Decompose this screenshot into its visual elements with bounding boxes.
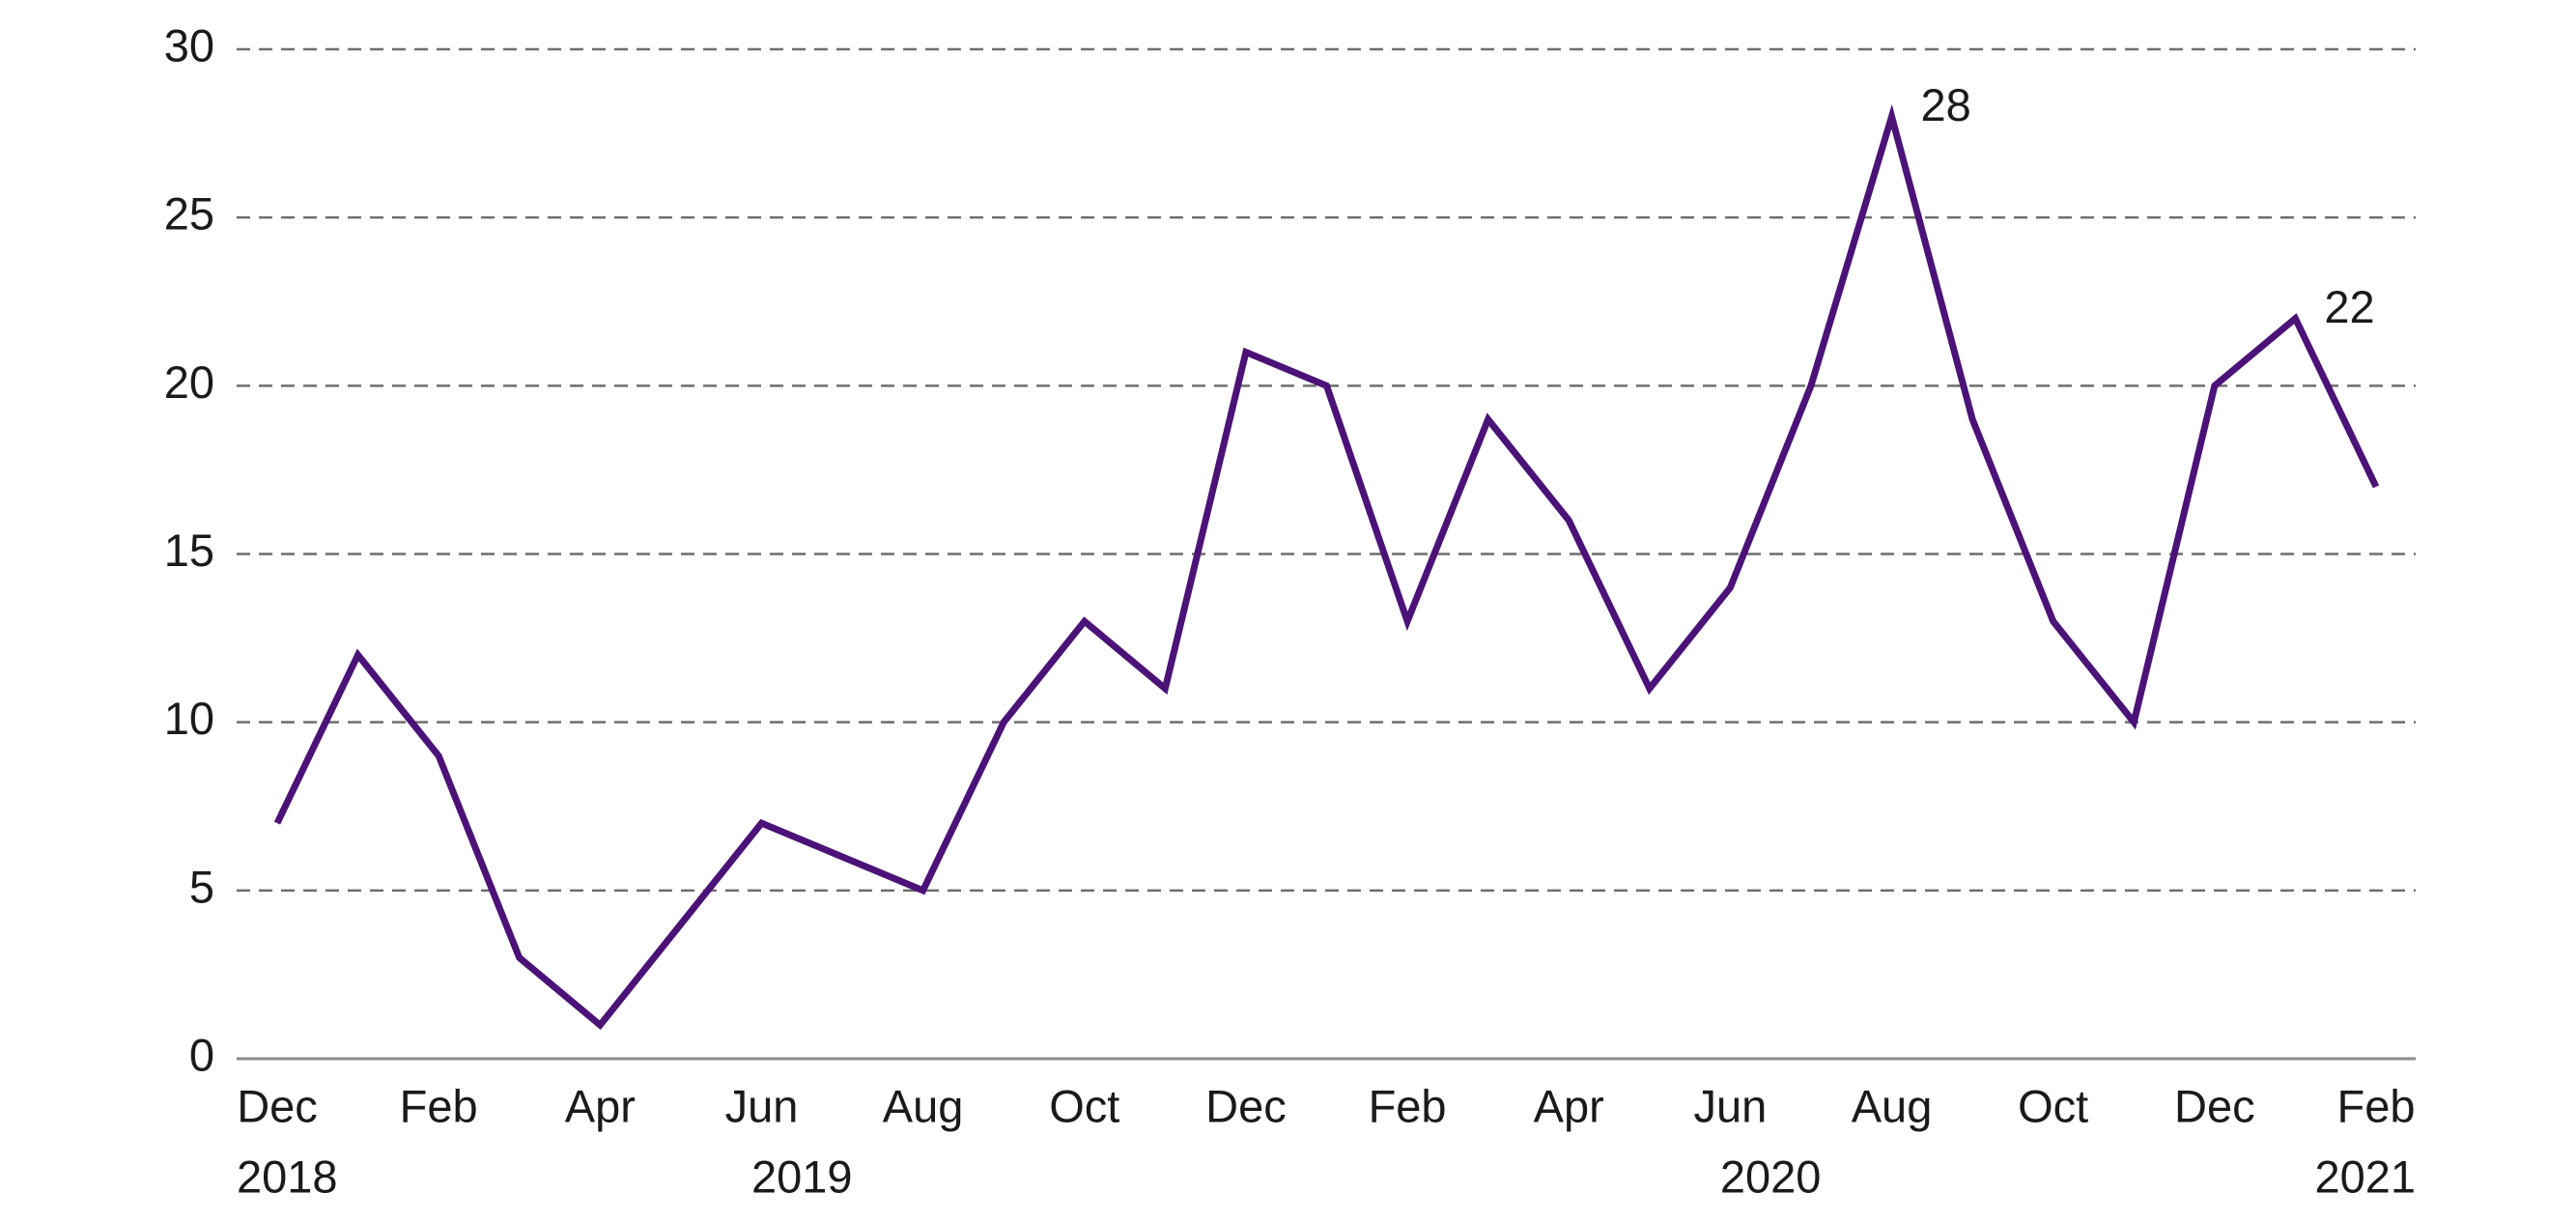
x-tick-label: Feb bbox=[1369, 1080, 1447, 1131]
x-tick-label: Dec bbox=[2174, 1080, 2255, 1131]
x-tick-label: Apr bbox=[1534, 1080, 1604, 1131]
x-tick-label: Aug bbox=[1852, 1080, 1933, 1131]
y-tick-label: 5 bbox=[189, 861, 214, 912]
x-tick-label: Dec bbox=[237, 1080, 318, 1131]
year-label: 2021 bbox=[2314, 1150, 2416, 1202]
year-label: 2018 bbox=[237, 1150, 338, 1202]
x-tick-label: Jun bbox=[725, 1080, 799, 1131]
y-tick-label: 15 bbox=[164, 525, 214, 576]
x-tick-label: Dec bbox=[1205, 1080, 1287, 1131]
x-tick-label: Jun bbox=[1693, 1080, 1767, 1131]
year-label: 2020 bbox=[1720, 1150, 1822, 1202]
y-tick-label: 0 bbox=[189, 1029, 214, 1080]
x-tick-label: Apr bbox=[565, 1080, 636, 1131]
y-tick-label: 10 bbox=[164, 693, 214, 744]
x-tick-label: Oct bbox=[1049, 1080, 1119, 1131]
y-tick-label: 30 bbox=[164, 19, 214, 71]
y-tick-label: 25 bbox=[164, 188, 214, 240]
y-tick-label: 20 bbox=[164, 356, 214, 408]
x-tick-label: Oct bbox=[2018, 1080, 2088, 1131]
x-tick-label: Feb bbox=[2337, 1080, 2416, 1131]
x-tick-label: Feb bbox=[400, 1080, 478, 1131]
data-label: 22 bbox=[2324, 281, 2374, 332]
x-tick-label: Aug bbox=[883, 1080, 964, 1131]
year-label: 2019 bbox=[751, 1150, 853, 1202]
data-label: 28 bbox=[1921, 79, 1971, 130]
data-line bbox=[273, 103, 2380, 1031]
